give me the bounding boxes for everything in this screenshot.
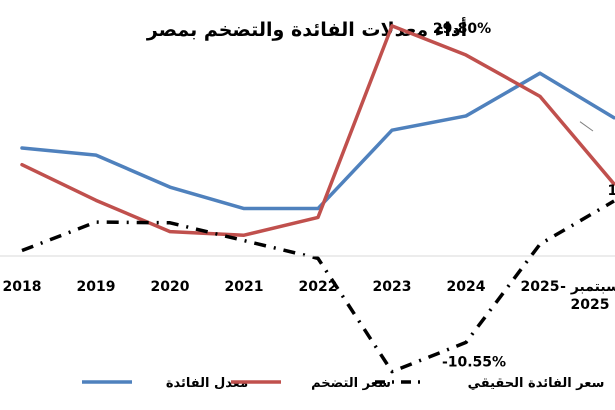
- x-tick-label-4: 2022: [299, 279, 338, 295]
- legend-item-1: سعر التضخم: [231, 376, 391, 391]
- x-tick-label-8-line-0: سبتمبر -: [560, 279, 615, 295]
- x-tick-label-2: 2020: [151, 279, 190, 295]
- legend: معدل الفائدة سعر التضخم سعر الفائدة الحقيق…: [82, 376, 604, 391]
- x-tick-label-3: 2021: [225, 279, 264, 295]
- chart-title: أداء معدلات الفائدة والتضخم بمصر: [146, 17, 467, 41]
- data-label-0: 29.80%: [433, 21, 491, 37]
- leader-line-0: [579, 121, 594, 132]
- x-tick-label-8-line-1: 2025: [571, 297, 610, 313]
- x-tick-label-1: 2019: [77, 279, 116, 295]
- x-tick-label-7: 2025: [521, 279, 560, 295]
- legend-label-0: معدل الفائدة: [166, 376, 248, 391]
- series-line-1: [20, 24, 615, 237]
- label-layer: 29.80%21.0011.7-10.55%: [433, 21, 615, 370]
- legend-label-1: سعر التضخم: [311, 376, 391, 391]
- legend-label-2: سعر الفائدة الحقيقي: [468, 376, 605, 391]
- axis-layer: 2018 2019 2020 2021 2022 2023 2024 2025 سبتمبر -…: [0, 255, 615, 313]
- x-tick-label-5: 2023: [373, 279, 412, 295]
- series-line-0: [20, 71, 615, 211]
- x-tick-label-6: 2024: [447, 279, 486, 295]
- legend-item-2: سعر الفائدة الحقيقي: [375, 376, 604, 391]
- data-label-2: 11.7: [607, 183, 615, 199]
- legend-item-0: معدل الفائدة: [82, 376, 248, 391]
- x-tick-label-0: 2018: [3, 279, 42, 295]
- series-layer: [20, 24, 615, 374]
- data-label-3: -10.55%: [442, 354, 506, 370]
